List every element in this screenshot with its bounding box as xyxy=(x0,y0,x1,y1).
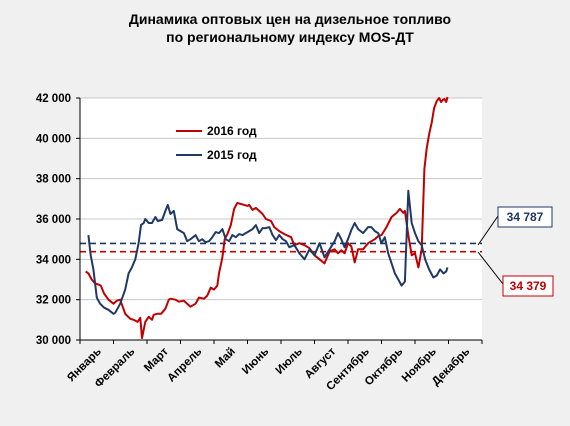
x-tick-label: Апрель xyxy=(165,346,204,385)
y-tick-label: 34 000 xyxy=(36,254,71,266)
y-tick-label: 36 000 xyxy=(36,214,71,226)
y-tick-label: 30 000 xyxy=(36,335,71,347)
x-tick-label: Март xyxy=(142,345,171,374)
x-tick-label: Июль xyxy=(274,346,305,377)
legend-label-2016: 2016 год xyxy=(207,124,257,138)
callout-leader-2015 xyxy=(477,215,499,246)
x-tick-label: Июнь xyxy=(240,346,271,377)
callout-leader-2016 xyxy=(477,251,504,285)
series-line-2015 xyxy=(87,189,449,315)
callout-value-2016: 34 379 xyxy=(510,279,547,293)
y-axis-ticks: 30 000 32 000 34 000 36 000 38 000 40 000 42 0… xyxy=(36,93,80,347)
reference-lines xyxy=(80,242,482,253)
callout-box-2016 xyxy=(502,275,554,297)
chart-title-line-2: по региональному индексу MOS-ДТ xyxy=(166,29,414,45)
legend: 2016 год 2015 год xyxy=(176,124,257,162)
callout-value-2015: 34 787 xyxy=(507,210,544,224)
gridlines xyxy=(80,97,482,301)
chart-title-line-1: Динамика оптовых цен на дизельное топлив… xyxy=(129,11,451,27)
y-tick-label: 40 000 xyxy=(36,133,71,145)
series-line-2016 xyxy=(85,96,449,339)
legend-label-2015: 2015 год xyxy=(207,148,257,162)
series-lines xyxy=(85,96,449,339)
y-tick-label: 32 000 xyxy=(36,295,71,307)
x-tick-label: Май xyxy=(213,346,238,371)
callout-2016: 34 379 xyxy=(477,251,554,297)
callout-box-2015 xyxy=(497,206,553,228)
callout-2015: 34 787 xyxy=(477,206,553,246)
y-tick-label: 38 000 xyxy=(36,174,71,186)
y-tick-label: 42 000 xyxy=(36,93,71,105)
